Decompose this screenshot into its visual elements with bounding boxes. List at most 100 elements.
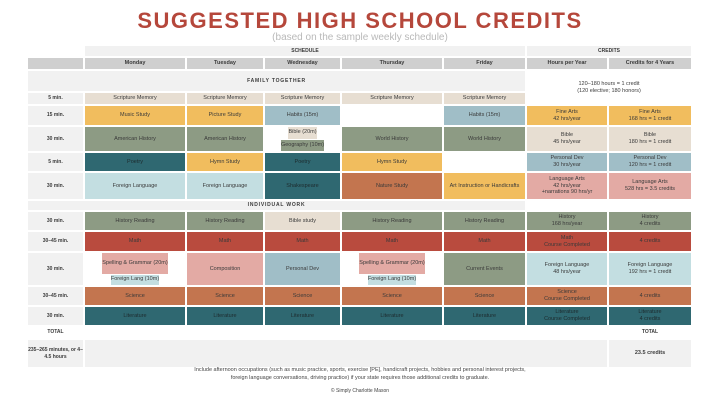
credits-value: 4 credits — [639, 221, 661, 227]
schedule-cell: Science — [187, 287, 263, 305]
credits-value: 168 hrs = 1 credit — [628, 115, 672, 122]
hours-value: 45 hrs/year — [553, 139, 581, 145]
credits-cell: History 4 credits — [609, 212, 691, 230]
schedule-cell: Science — [342, 287, 442, 305]
day-monday: Monday — [85, 58, 185, 69]
hours-subject: Fine Arts — [556, 108, 578, 115]
schedule-cell: Science — [85, 287, 185, 305]
schedule-subcell: Foreign Lang (10m) — [110, 274, 160, 285]
total-time: 235–265 minutes, or 4–4.5 hours — [28, 340, 83, 367]
schedule-cell-empty — [342, 106, 442, 125]
hours-value: 42 hrs/year — [553, 182, 581, 189]
hours-header: Hours per Year — [527, 58, 607, 69]
time-label: 30–45 min. — [28, 232, 83, 251]
schedule-cell: Math — [342, 232, 442, 251]
hours-cell: Fine Arts 42 hrs/year — [527, 106, 607, 125]
schedule-cell: Foreign Language — [187, 173, 263, 199]
corner-header — [28, 58, 83, 69]
schedule-cell: Poetry — [85, 153, 185, 171]
credits-cell: Literature 4 credits — [609, 307, 691, 325]
schedule-cell: History Reading — [342, 212, 442, 230]
credits-cell: Language Arts 528 hrs = 3.5 credits — [609, 173, 691, 199]
credits-header: CREDITS — [527, 46, 691, 56]
hours-cell: Science Course Completed — [527, 287, 607, 305]
credits-value: 528 hrs = 3.5 credits — [625, 186, 675, 192]
schedule-cell: World History — [342, 127, 442, 151]
credits-subject: Language Arts — [632, 179, 668, 186]
schedule-cell: Math — [265, 232, 340, 251]
hours-value: Course Completed — [544, 296, 590, 302]
schedule-cell: Bible study — [265, 212, 340, 230]
schedule-cell: Scripture Memory — [342, 93, 442, 104]
credits-cell: Personal Dev 120 hrs = 1 credit — [609, 153, 691, 171]
credits-total-label: TOTAL — [641, 329, 659, 336]
time-label: 30 min. — [28, 212, 83, 230]
time-label: 30 min. — [28, 173, 83, 199]
credits-subject: Personal Dev — [633, 155, 667, 162]
credits-value: 120 hrs = 1 credit — [628, 162, 672, 168]
copyright: © Simply Charlotte Mason — [330, 388, 390, 394]
hours-cell: History 168 hrs/year — [527, 212, 607, 230]
hours-cell: Personal Dev 30 hrs/year — [527, 153, 607, 171]
footnote-line: foreign language conversations, driving … — [230, 374, 490, 381]
total-label: TOTAL — [47, 329, 64, 336]
credits-value: 180 hrs = 1 credit — [628, 139, 672, 145]
credits-subject: Foreign Language — [627, 262, 673, 269]
schedule-subcell: Geography (10m) — [280, 139, 325, 151]
footnote: Include afternoon occupations (such as m… — [0, 367, 720, 382]
schedule-cell-split: Bible (20m) Geography (10m) — [265, 127, 340, 151]
time-label: 5 min. — [28, 153, 83, 171]
hours-value: Course Completed — [544, 316, 590, 322]
schedule-cell: Nature Study — [342, 173, 442, 199]
hours-value: 30 hrs/year — [553, 162, 581, 168]
credits-subject: History — [641, 214, 659, 221]
footnote-line: Include afternoon occupations (such as m… — [194, 367, 526, 373]
schedule-cell: Literature — [85, 307, 185, 325]
schedule-cell: Composition — [187, 253, 263, 285]
credits-cell: Bible 180 hrs = 1 credit — [609, 127, 691, 151]
schedule-cell-empty — [444, 153, 525, 171]
schedule-cell: American History — [187, 127, 263, 151]
time-label: 30 min. — [28, 253, 83, 285]
hours-cell: Math Course Completed — [527, 232, 607, 251]
hours-cell: Bible 45 hrs/year — [527, 127, 607, 151]
credit-rule-line: 120–180 hours = 1 credit — [578, 80, 640, 87]
time-label: 30 min. — [28, 307, 83, 325]
time-label: 30 min. — [28, 127, 83, 151]
schedule-cell: Foreign Language — [85, 173, 185, 199]
credits-cell: Fine Arts 168 hrs = 1 credit — [609, 106, 691, 125]
schedule-cell: American History — [85, 127, 185, 151]
day-tuesday: Tuesday — [187, 58, 263, 69]
hours-subject: Personal Dev — [550, 155, 584, 162]
credits-subject: Literature — [638, 309, 662, 316]
page-title: SUGGESTED HIGH SCHOOL CREDITS — [137, 8, 583, 33]
schedule-cell: Science — [444, 287, 525, 305]
credits-cell: 4 credits — [609, 287, 691, 305]
day-friday: Friday — [444, 58, 525, 69]
schedule-cell: Literature — [444, 307, 525, 325]
hours-subject: Foreign Language — [544, 262, 590, 269]
section-individual-work: INDIVIDUAL WORK — [28, 201, 525, 210]
time-label: 30–45 min. — [28, 287, 83, 305]
schedule-cell: Scripture Memory — [187, 93, 263, 104]
section-family-together: FAMILY TOGETHER — [28, 71, 525, 91]
schedule-cell: Hymn Study — [342, 153, 442, 171]
schedule-cell: Art Instruction or Handicrafts — [444, 173, 525, 199]
hours-subject: Language Arts — [549, 175, 585, 182]
hours-cell: Language Arts 42 hrs/year +narrations 90 h… — [527, 173, 607, 199]
hours-value: 42 hrs/year — [553, 115, 581, 122]
schedule-cell: History Reading — [444, 212, 525, 230]
credits-value: 4 credits — [639, 316, 661, 322]
schedule-cell: Math — [444, 232, 525, 251]
schedule-subcell: Foreign Lang (10m) — [367, 274, 417, 285]
schedule-cell: History Reading — [187, 212, 263, 230]
day-wednesday: Wednesday — [265, 58, 340, 69]
schedule-cell: Picture Study — [187, 106, 263, 125]
schedule-subcell: Spelling & Grammar (20m) — [359, 253, 425, 274]
credits-subject: Fine Arts — [639, 108, 661, 115]
day-thursday: Thursday — [342, 58, 442, 69]
page-subtitle: (based on the sample weekly schedule) — [272, 32, 448, 43]
schedule-cell: Literature — [265, 307, 340, 325]
schedule-subcell: Bible (20m) — [288, 127, 317, 139]
time-label: 15 min. — [28, 106, 83, 125]
